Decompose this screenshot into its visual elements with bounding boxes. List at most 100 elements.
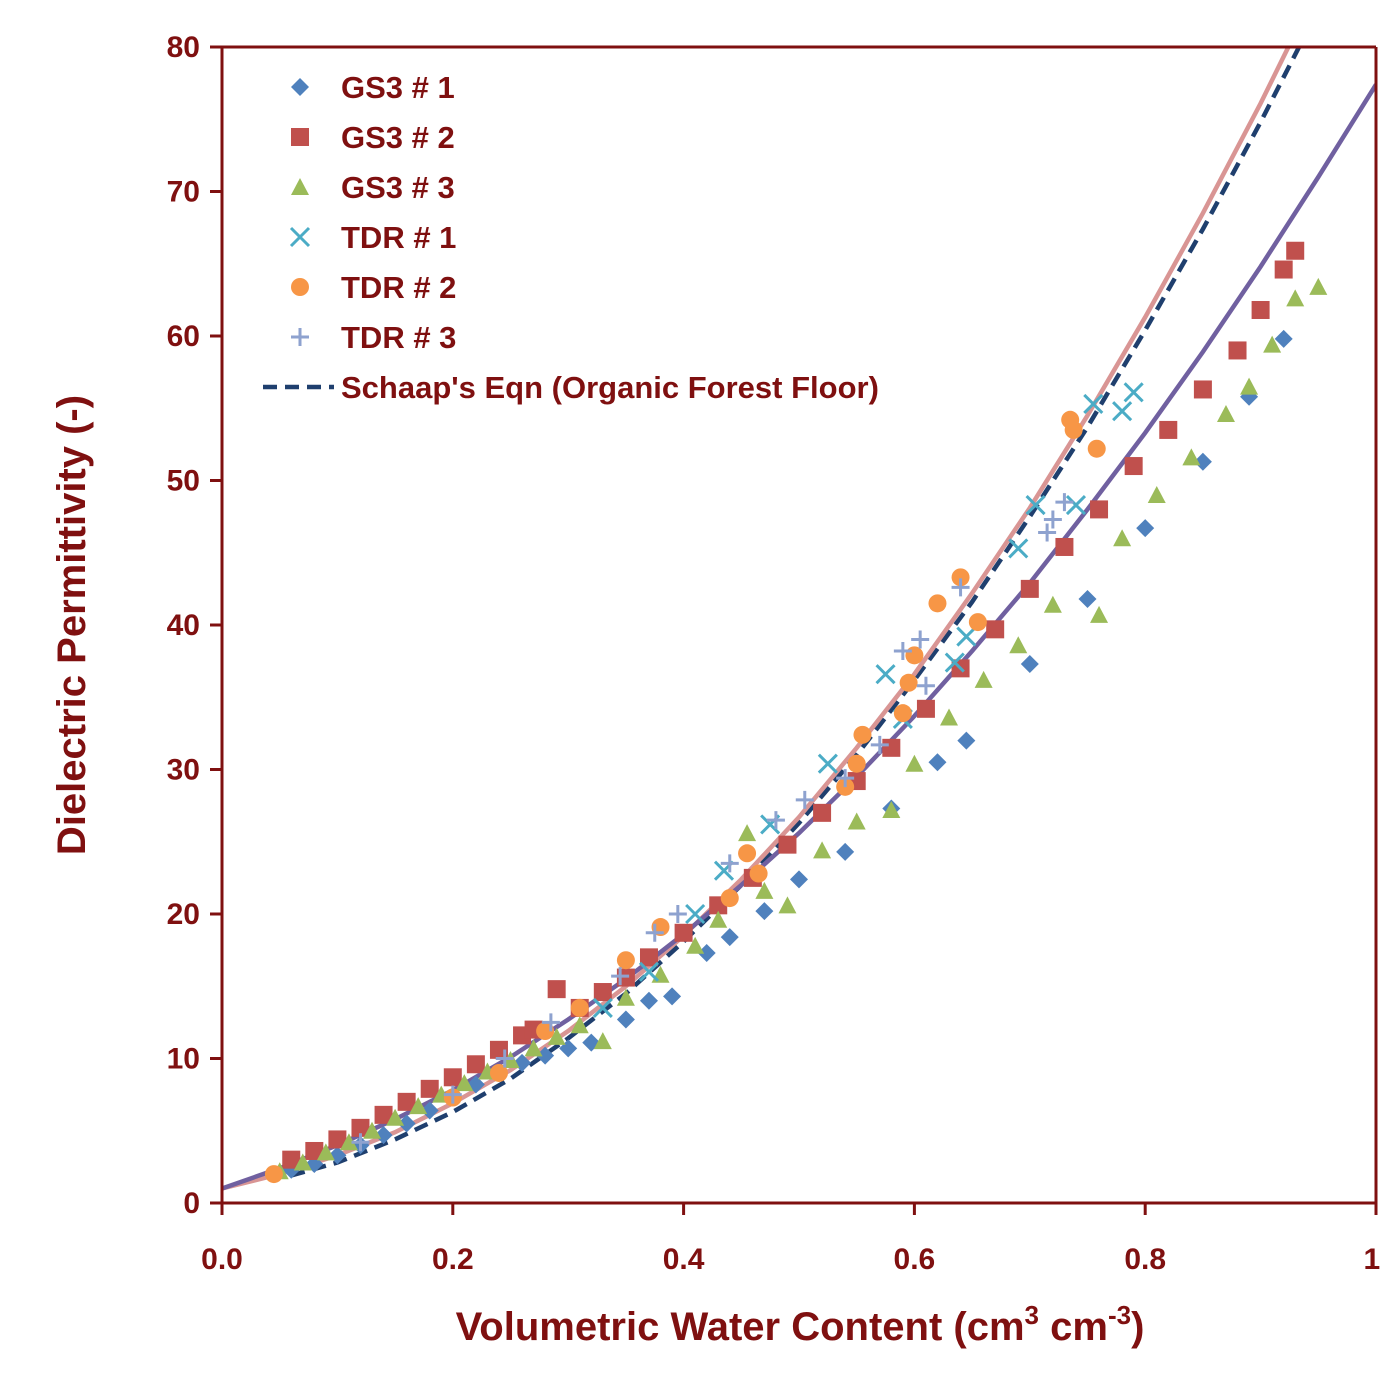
x-tick-label: 0.0 [201, 1243, 243, 1276]
point-gs3-2 [547, 980, 566, 999]
point-gs3-1 [663, 987, 682, 1006]
point-gs3-2 [1090, 500, 1109, 519]
point-gs3-2 [397, 1092, 416, 1111]
point-gs3-3 [882, 800, 901, 818]
x-axis-title: Volumetric Water Content (cm3 cm-3) [456, 1300, 1145, 1349]
point-gs3-3 [363, 1121, 382, 1139]
point-gs3-3 [1113, 529, 1132, 547]
point-tdr-2 [720, 889, 739, 908]
point-gs3-3 [547, 1027, 566, 1045]
point-gs3-1 [697, 944, 716, 963]
point-tdr-1 [1025, 495, 1046, 516]
legend-label: TDR # 1 [341, 220, 456, 255]
point-gs3-3 [778, 896, 797, 914]
legend-item-tdr-1: TDR # 1 [289, 220, 456, 255]
point-gs3-3 [1043, 595, 1062, 613]
axes: 0 10 20 30 40 50 60 70 80 0.0 0.2 0.4 0.6 0.8 1. [167, 31, 1380, 1276]
point-tdr-1 [1008, 538, 1029, 559]
point-gs3-3 [570, 1016, 589, 1034]
series-tdr-1 [592, 382, 1144, 1018]
point-gs3-2 [778, 835, 797, 854]
point-gs3-1 [836, 842, 855, 861]
point-gs3-2 [282, 1150, 301, 1169]
point-gs3-3 [1309, 277, 1328, 295]
point-tdr-2 [905, 646, 924, 665]
y-tick-label: 50 [167, 465, 200, 498]
point-gs3-3 [524, 1039, 543, 1057]
point-gs3-3 [1090, 605, 1109, 623]
legend-label: GS3 # 3 [341, 170, 455, 205]
point-tdr-3 [951, 578, 970, 597]
point-tdr-2 [853, 725, 872, 744]
point-tdr-2 [738, 844, 757, 863]
legend: GS3 # 1 GS3 # 2 GS3 # 3 TDR # 1 TDR # 2 TDR #… [263, 70, 879, 405]
point-gs3-3 [1263, 335, 1282, 353]
point-gs3-2 [466, 1055, 485, 1074]
point-tdr-1 [1083, 393, 1104, 414]
point-gs3-2 [1251, 300, 1270, 319]
x-axis-title-sup1: 3 [1025, 1300, 1039, 1330]
point-tdr-3 [668, 905, 687, 923]
point-gs3-1 [1136, 519, 1155, 538]
data-points [264, 241, 1328, 1184]
point-tdr-2 [616, 951, 635, 970]
point-gs3-1 [1078, 589, 1097, 608]
legend-item-schaap-s-eqn-organic-forest-floor: Schaap's Eqn (Organic Forest Floor) [263, 370, 879, 405]
point-tdr-2 [1064, 420, 1083, 439]
point-gs3-3 [1216, 405, 1235, 423]
point-gs3-3 [813, 841, 832, 859]
legend-item-gs3-1: GS3 # 1 [291, 70, 455, 105]
point-gs3-3 [755, 881, 774, 899]
point-tdr-2 [489, 1063, 508, 1082]
point-gs3-1 [928, 753, 947, 772]
point-gs3-3 [940, 708, 959, 726]
point-tdr-2 [570, 998, 589, 1017]
point-gs3-2 [1020, 579, 1039, 598]
point-gs3-3 [974, 670, 993, 688]
x-axis-title-end: ) [1131, 1305, 1144, 1349]
point-gs3-1 [1193, 452, 1212, 471]
legend-marker [291, 128, 309, 146]
legend-item-tdr-2: TDR # 2 [291, 270, 456, 305]
legend-marker [291, 328, 309, 346]
legend-label: GS3 # 2 [341, 120, 455, 155]
x-tick-label: 0.2 [432, 1243, 474, 1276]
legend-marker [289, 226, 311, 248]
x-tick-label: 0.8 [1124, 1243, 1166, 1276]
point-gs3-3 [1147, 485, 1166, 503]
point-gs3-2 [305, 1141, 324, 1160]
point-tdr-1 [817, 753, 838, 774]
point-gs3-3 [905, 754, 924, 772]
point-tdr-3 [766, 811, 785, 830]
y-axis-title: Dielectric Permittivity (-) [50, 395, 94, 855]
series-tdr-2 [264, 410, 1106, 1184]
point-gs3-2 [374, 1105, 393, 1124]
legend-marker [291, 178, 309, 195]
point-gs3-3 [1009, 636, 1028, 654]
y-tick-label: 20 [167, 898, 200, 931]
point-gs3-2 [328, 1130, 347, 1149]
legend-label: TDR # 3 [341, 320, 456, 355]
legend-item-gs3-3: GS3 # 3 [291, 170, 455, 205]
point-gs3-2 [1274, 260, 1293, 279]
point-gs3-1 [616, 1010, 635, 1029]
point-tdr-3 [720, 854, 739, 873]
point-gs3-3 [686, 936, 705, 954]
point-gs3-1 [790, 870, 808, 889]
point-gs3-2 [813, 803, 832, 822]
point-gs3-2 [1193, 380, 1212, 399]
y-tick-label: 70 [167, 176, 200, 209]
point-tdr-3 [916, 676, 935, 695]
point-tdr-3 [1043, 510, 1062, 529]
point-gs3-3 [409, 1097, 428, 1115]
point-tdr-3 [870, 735, 889, 754]
point-gs3-3 [1286, 289, 1305, 307]
x-tick-label: 1. [1363, 1243, 1380, 1276]
series-tdr-3 [351, 493, 1074, 1152]
point-gs3-3 [616, 988, 635, 1006]
point-tdr-2 [951, 568, 970, 587]
point-tdr-1 [1065, 495, 1087, 516]
point-gs3-2 [1159, 420, 1178, 439]
point-tdr-1 [685, 903, 706, 925]
